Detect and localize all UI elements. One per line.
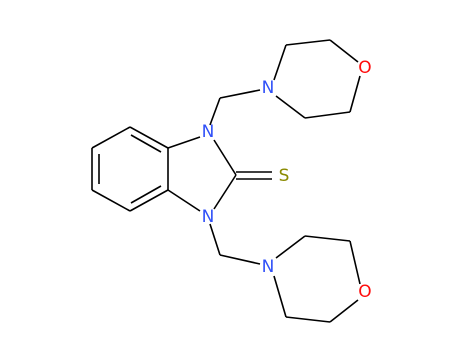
atom-label: O: [358, 58, 371, 78]
atom-label: N: [262, 257, 275, 277]
atom-label: O: [358, 282, 371, 302]
atom-label: S: [279, 166, 290, 186]
bonds: [91, 39, 361, 323]
atom-label: N: [202, 122, 215, 142]
atom-label: N: [262, 78, 275, 98]
atom-label: N: [202, 207, 215, 227]
